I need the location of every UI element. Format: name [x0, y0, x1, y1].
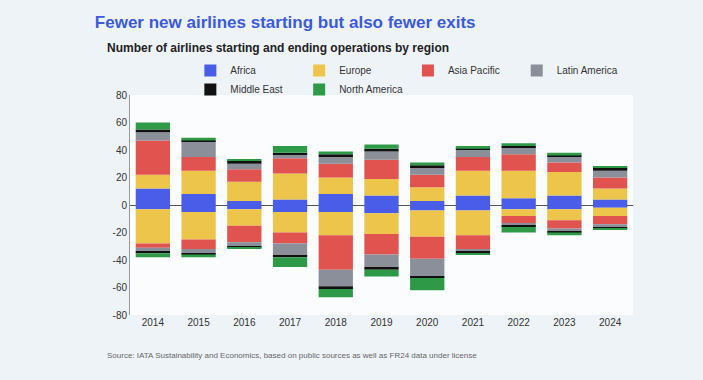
svg-text:2020: 2020 [416, 317, 439, 328]
svg-text:2014: 2014 [142, 317, 165, 328]
svg-text:Middle East: Middle East [230, 84, 282, 95]
svg-text:Africa: Africa [230, 65, 256, 76]
svg-text:2023: 2023 [553, 317, 576, 328]
svg-text:Fewer new airlines starting bu: Fewer new airlines starting but also few… [95, 13, 476, 32]
svg-text:North America: North America [339, 84, 403, 95]
svg-text:2024: 2024 [599, 317, 622, 328]
svg-text:2016: 2016 [233, 317, 256, 328]
svg-text:2015: 2015 [187, 317, 210, 328]
svg-text:2018: 2018 [325, 317, 348, 328]
svg-text:2019: 2019 [370, 317, 393, 328]
svg-text:20: 20 [116, 172, 128, 183]
svg-text:Number of airlines starting an: Number of airlines starting and ending o… [107, 41, 449, 55]
svg-text:Source: IATA Sustainability an: Source: IATA Sustainability and Economic… [107, 351, 477, 360]
svg-text:-80: -80 [113, 310, 128, 321]
svg-text:Latin America: Latin America [557, 65, 618, 76]
svg-text:-40: -40 [113, 255, 128, 266]
svg-text:-60: -60 [113, 282, 128, 293]
svg-text:60: 60 [116, 117, 128, 128]
svg-text:2022: 2022 [508, 317, 531, 328]
svg-text:2021: 2021 [462, 317, 485, 328]
svg-text:0: 0 [121, 200, 127, 211]
svg-text:Asia Pacific: Asia Pacific [448, 65, 500, 76]
svg-text:2017: 2017 [279, 317, 302, 328]
svg-text:40: 40 [116, 145, 128, 156]
svg-text:Europe: Europe [339, 65, 372, 76]
svg-text:80: 80 [116, 90, 128, 101]
svg-text:-20: -20 [113, 227, 128, 238]
